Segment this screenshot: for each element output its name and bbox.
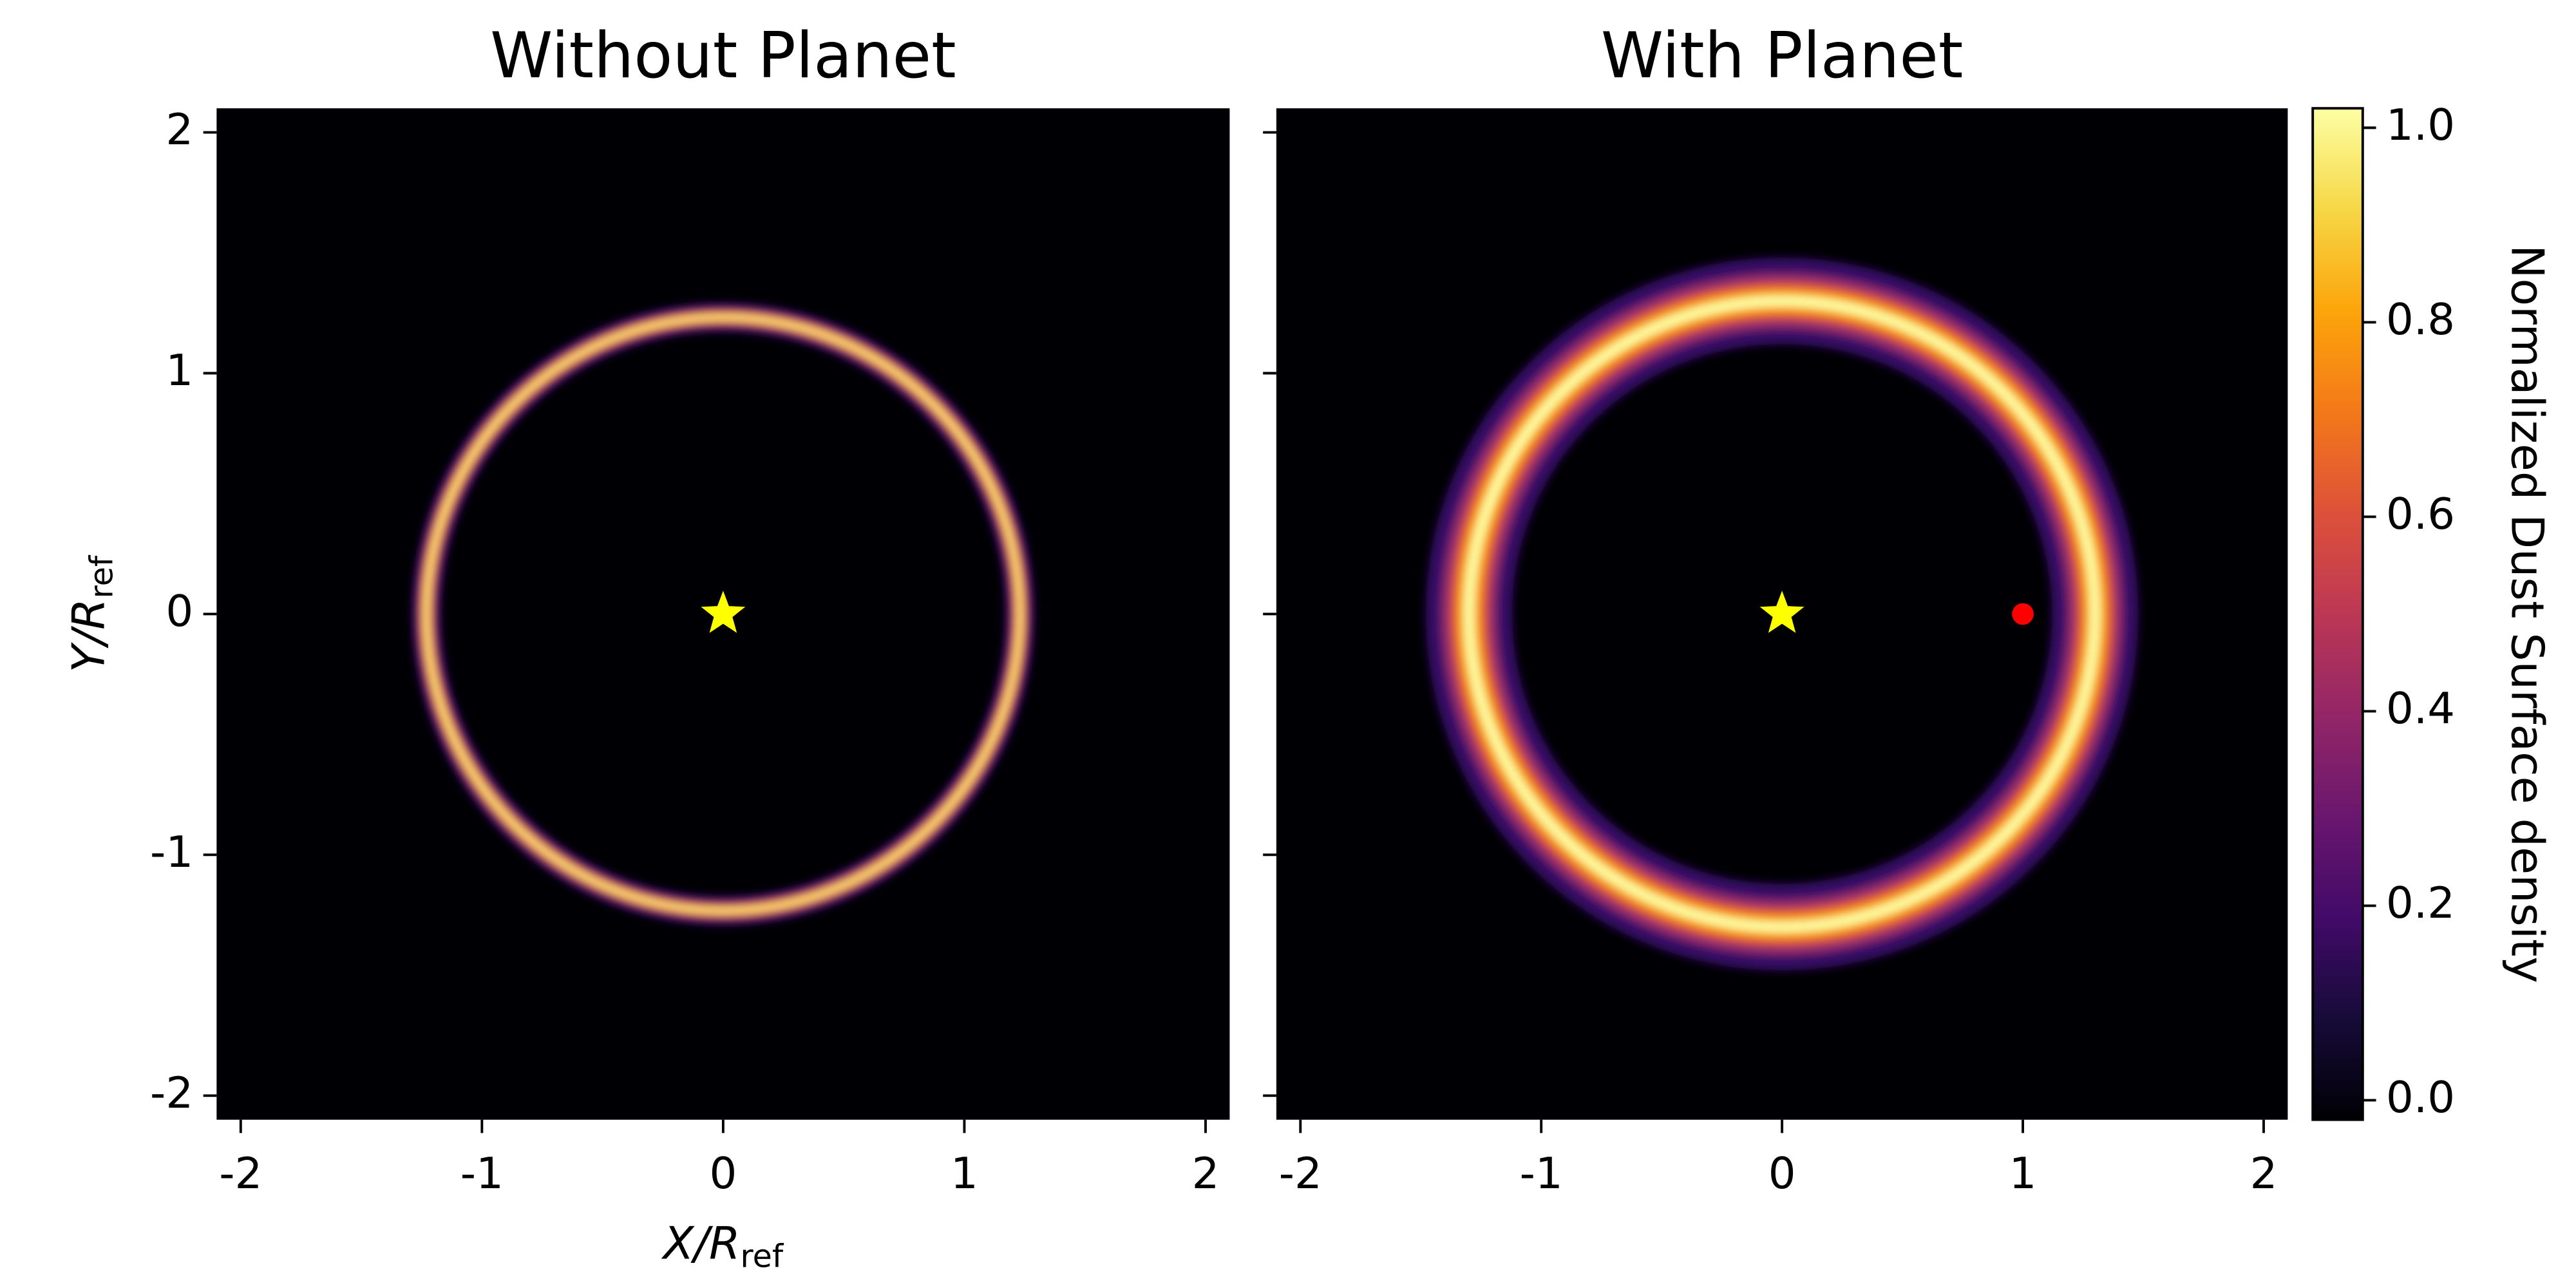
- y-tick-label: 1: [166, 345, 193, 395]
- x-tick-label: 1: [2009, 1148, 2037, 1198]
- panel-title: Without Planet: [490, 19, 956, 93]
- colorbar-tick-label: 0.2: [2386, 878, 2455, 928]
- ring: [1425, 258, 2139, 971]
- x-tick-label: -1: [1520, 1148, 1563, 1198]
- star: [701, 591, 746, 633]
- axis-label: X/Rref: [661, 1217, 784, 1274]
- y-tick-label: 2: [166, 104, 193, 155]
- ring: [412, 303, 1035, 925]
- x-tick-label: 0: [1768, 1148, 1796, 1198]
- axis-label-sub: ref: [82, 554, 120, 598]
- x-tick-label: 1: [951, 1148, 978, 1198]
- ring-band: [1464, 296, 2100, 933]
- axis-label-main: X/R: [661, 1217, 741, 1269]
- x-tick-label: -2: [219, 1148, 262, 1198]
- axis-label-sub: ref: [741, 1237, 784, 1274]
- colorbar-tick-label: 0.0: [2386, 1072, 2455, 1122]
- panel-title: With Planet: [1601, 19, 1964, 93]
- y-tick-label: -1: [150, 827, 193, 877]
- ring-band: [424, 316, 1022, 913]
- y-tick-label: -2: [150, 1068, 193, 1118]
- x-tick-label: 2: [2250, 1148, 2278, 1198]
- x-tick-label: -2: [1279, 1148, 1322, 1198]
- axis-label-main: Y/R: [62, 598, 115, 672]
- x-tick-label: 2: [1192, 1148, 1220, 1198]
- colorbar-tick-label: 0.4: [2386, 683, 2455, 734]
- x-tick-label: 0: [709, 1148, 737, 1198]
- colorbar: [2311, 107, 2364, 1121]
- colorbar-tick-label: 0.8: [2386, 294, 2455, 345]
- colorbar-tick-label: 1.0: [2386, 100, 2455, 150]
- axis-label: Y/Rref: [62, 554, 120, 672]
- y-tick-label: 0: [166, 586, 193, 636]
- x-tick-label: -1: [460, 1148, 504, 1198]
- colorbar-label: Normalized Dust Surface density: [2501, 245, 2553, 983]
- planet: [2012, 603, 2034, 625]
- colorbar-tick-label: 0.6: [2386, 489, 2455, 539]
- star: [1759, 591, 1804, 633]
